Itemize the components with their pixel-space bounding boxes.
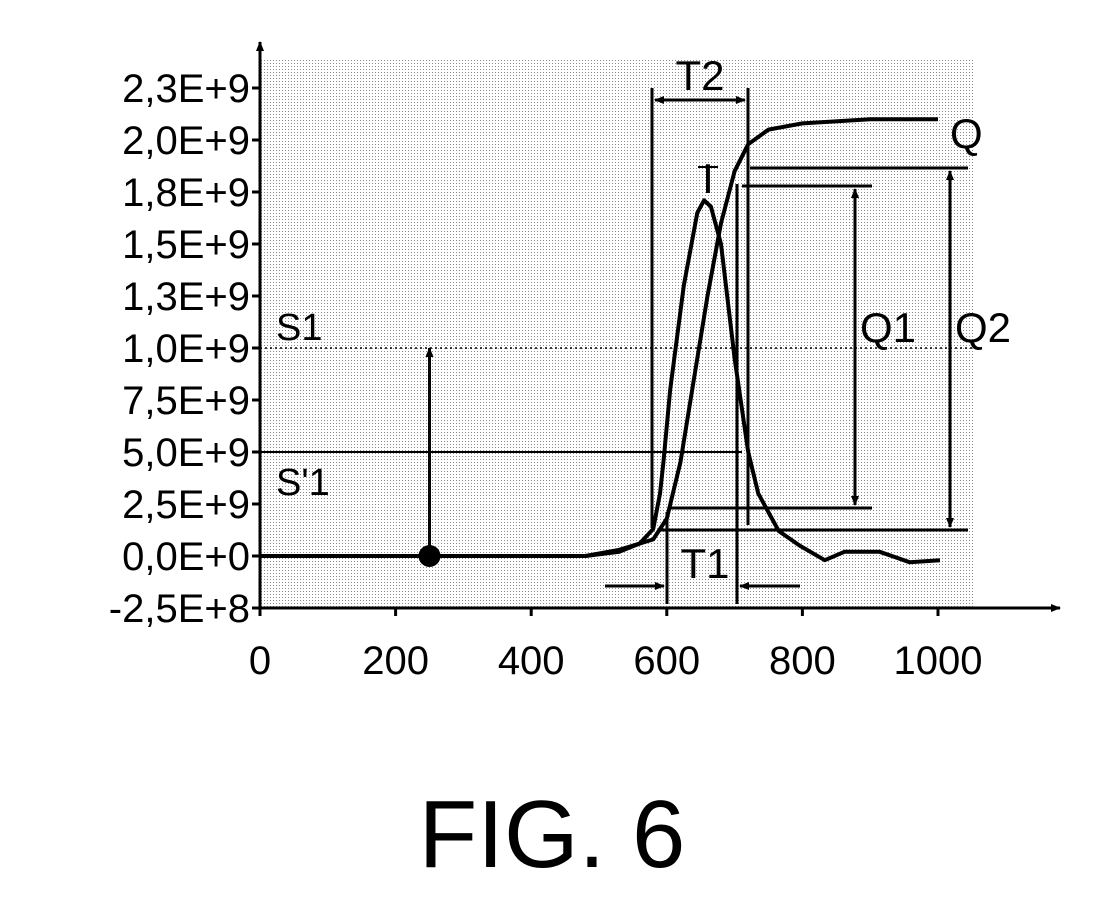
y-tick-label: 1,5E+9 <box>122 223 250 267</box>
label-Q1: Q1 <box>860 304 916 351</box>
y-tick-label: 2,3E+9 <box>122 67 250 111</box>
chart: -2,5E+8 0,0E+0 2,5E+9 5,0E+9 7,5E+9 1,0E+9 1,3… <box>0 0 1104 914</box>
figure-caption: FIG. 6 <box>0 780 1104 890</box>
label-Q2: Q2 <box>955 304 1011 351</box>
y-tick-label: 5,0E+9 <box>122 431 250 475</box>
label-T2: T2 <box>675 52 724 99</box>
x-tick-label: 1000 <box>894 639 983 683</box>
label-I: I <box>702 155 714 202</box>
y-tick-label: 7,5E+9 <box>122 379 250 423</box>
x-tick-label: 400 <box>498 639 565 683</box>
y-tick-label: 1,8E+9 <box>122 171 250 215</box>
y-tick-label: 2,5E+9 <box>122 483 250 527</box>
x-tick-label: 800 <box>769 639 836 683</box>
x-tick-label: 200 <box>362 639 429 683</box>
label-S1: S1 <box>276 307 322 349</box>
x-tick-label: 600 <box>633 639 700 683</box>
y-tick-label: -2,5E+8 <box>109 587 250 631</box>
label-S1-prime: S'1 <box>276 462 330 504</box>
label-T1: T1 <box>680 540 729 587</box>
y-tick-label: 1,3E+9 <box>122 275 250 319</box>
y-tick-label: 0,0E+0 <box>122 535 250 579</box>
y-tick-label: 1,0E+9 <box>122 327 250 371</box>
x-tick-label: 0 <box>249 639 271 683</box>
y-tick-label: 2,0E+9 <box>122 119 250 163</box>
label-Q: Q <box>950 110 983 157</box>
